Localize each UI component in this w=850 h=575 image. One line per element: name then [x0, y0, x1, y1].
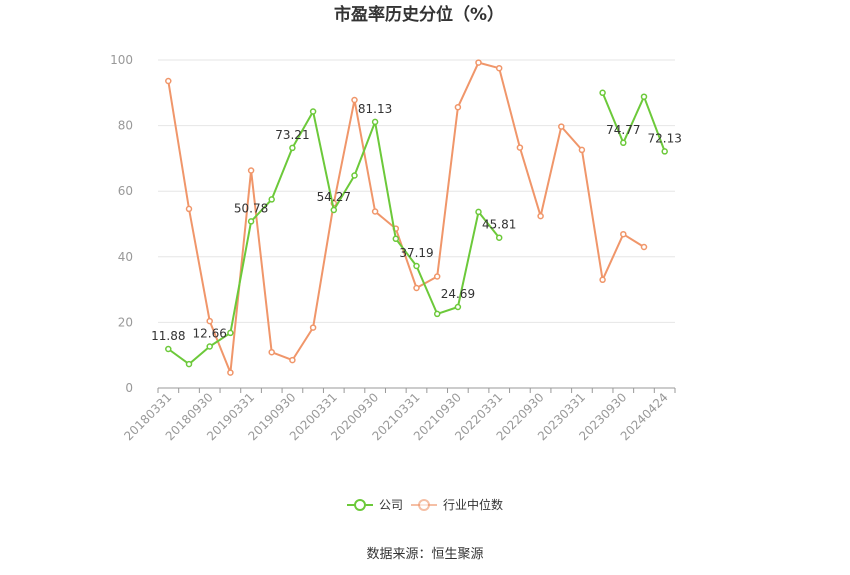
y-tick-label: 40 — [118, 250, 133, 264]
data-point[interactable] — [371, 208, 379, 215]
data-point[interactable] — [268, 348, 275, 356]
data-label: 50.78 — [234, 201, 268, 215]
data-point[interactable] — [371, 118, 379, 126]
data-point[interactable] — [165, 77, 172, 85]
data-point[interactable] — [495, 234, 503, 241]
series-line — [167, 61, 645, 374]
series-layer — [165, 59, 668, 376]
data-point[interactable] — [289, 356, 296, 364]
data-point[interactable] — [413, 262, 420, 270]
data-point[interactable] — [537, 212, 544, 220]
series-line — [601, 92, 666, 152]
data-point[interactable] — [599, 276, 606, 284]
data-point[interactable] — [247, 167, 255, 174]
y-tick-label: 20 — [118, 315, 133, 329]
data-point[interactable] — [206, 317, 213, 325]
data-point[interactable] — [640, 93, 648, 100]
series-industry-median — [165, 59, 648, 376]
series-company — [165, 89, 668, 368]
data-point[interactable] — [165, 345, 172, 353]
data-point[interactable] — [227, 369, 234, 376]
legend-label-company: 公司 — [379, 498, 403, 512]
data-point[interactable] — [454, 103, 462, 111]
data-point[interactable] — [351, 96, 358, 104]
grid — [158, 59, 675, 323]
y-tick-label: 80 — [118, 119, 133, 133]
data-point[interactable] — [185, 360, 193, 368]
data-point[interactable] — [289, 144, 296, 152]
legend-item-industry-median[interactable]: 行业中位数 — [411, 497, 503, 512]
data-point[interactable] — [620, 139, 627, 147]
data-labels: 11.88 12.66 50.78 73.21 54.27 81.13 37.19 24.69… — [151, 102, 682, 343]
x-axis: 2018033120180930201903312019093020200331… — [121, 387, 676, 443]
data-point[interactable] — [351, 172, 358, 179]
data-point[interactable] — [247, 218, 255, 225]
data-point[interactable] — [661, 148, 668, 155]
legend-item-company[interactable]: 公司 — [347, 498, 403, 512]
data-label: 12.66 — [193, 327, 227, 341]
data-point[interactable] — [268, 196, 275, 203]
data-point[interactable] — [558, 123, 565, 130]
legend-label-industry-median: 行业中位数 — [443, 497, 503, 512]
chart-title: 市盈率历史分位（%） — [334, 4, 504, 25]
source-note: 数据来源：恒生聚源 — [366, 547, 483, 562]
data-point[interactable] — [578, 146, 586, 154]
data-label: 81.13 — [358, 102, 392, 116]
data-point[interactable] — [392, 235, 400, 243]
data-label: 24.69 — [441, 287, 475, 301]
data-point[interactable] — [227, 329, 234, 337]
y-tick-label: 60 — [118, 184, 133, 198]
y-axis: 0 20 40 60 80 100 — [110, 53, 133, 395]
data-point[interactable] — [599, 89, 606, 97]
data-point[interactable] — [330, 206, 338, 214]
data-label: 11.88 — [151, 329, 185, 343]
data-label: 54.27 — [317, 190, 351, 204]
data-point[interactable] — [185, 205, 193, 213]
data-point[interactable] — [475, 208, 482, 216]
data-point[interactable] — [516, 144, 524, 151]
data-point[interactable] — [433, 273, 441, 280]
data-label: 45.81 — [482, 218, 516, 232]
data-label: 72.13 — [648, 131, 682, 145]
y-tick-label: 100 — [110, 53, 133, 67]
data-point[interactable] — [433, 310, 441, 318]
data-point[interactable] — [206, 343, 213, 350]
data-point[interactable] — [454, 303, 462, 311]
data-label: 73.21 — [275, 128, 309, 142]
data-point[interactable] — [309, 108, 317, 115]
data-label: 37.19 — [399, 246, 433, 260]
data-point[interactable] — [413, 284, 420, 292]
y-tick-label: 0 — [125, 381, 133, 395]
legend: 公司 行业中位数 — [347, 497, 503, 512]
data-point[interactable] — [309, 324, 317, 331]
data-point[interactable] — [495, 64, 503, 72]
data-point[interactable] — [640, 243, 648, 251]
data-point[interactable] — [620, 230, 627, 238]
data-point[interactable] — [475, 59, 482, 66]
data-label: 74.77 — [606, 123, 640, 137]
